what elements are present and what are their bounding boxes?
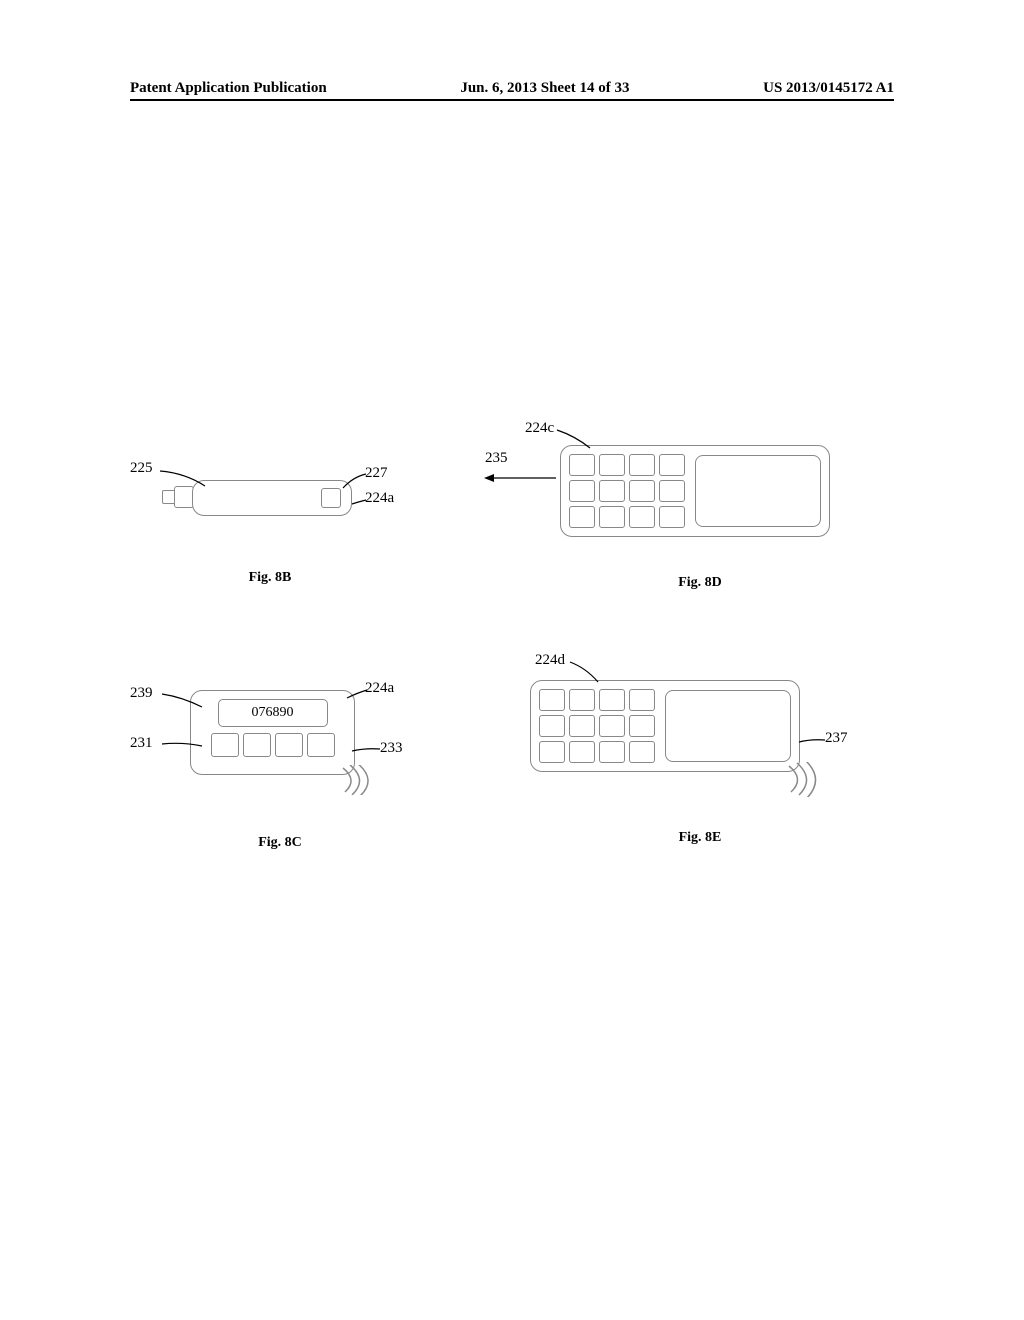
display-value-8c: 076890 xyxy=(252,705,294,721)
key xyxy=(569,689,595,711)
keypad-8d xyxy=(569,454,685,528)
key xyxy=(599,689,625,711)
device-body-8d xyxy=(560,445,830,537)
caption-8d: Fig. 8D xyxy=(550,575,850,591)
key xyxy=(569,480,595,502)
key xyxy=(629,715,655,737)
leader-231 xyxy=(160,740,205,755)
screen-8e xyxy=(665,690,791,762)
key xyxy=(599,480,625,502)
ref-237: 237 xyxy=(825,730,848,747)
leader-225 xyxy=(160,468,210,493)
key xyxy=(539,689,565,711)
caption-8b: Fig. 8B xyxy=(140,570,400,586)
device-body-8b xyxy=(192,480,352,516)
key xyxy=(629,454,655,476)
display-8c: 076890 xyxy=(218,699,328,727)
key xyxy=(539,741,565,763)
leader-224a-8c xyxy=(345,688,370,703)
ref-224d: 224d xyxy=(535,652,565,669)
ref-239: 239 xyxy=(130,685,153,702)
key xyxy=(629,506,655,528)
leader-227 xyxy=(338,472,368,492)
ref-227: 227 xyxy=(365,465,388,482)
device-body-8e xyxy=(530,680,800,772)
key xyxy=(569,741,595,763)
key xyxy=(569,454,595,476)
key xyxy=(599,741,625,763)
leader-224c xyxy=(555,428,595,453)
key xyxy=(569,506,595,528)
leader-224a-8b xyxy=(350,496,370,508)
ref-225: 225 xyxy=(130,460,153,477)
screen-8d xyxy=(695,455,821,527)
key xyxy=(659,454,685,476)
key xyxy=(307,733,335,757)
keypad-8c xyxy=(211,733,335,757)
figure-8b: 225 227 224a Fig. 8B xyxy=(140,450,400,586)
leader-233 xyxy=(350,745,382,757)
key xyxy=(539,715,565,737)
leader-239 xyxy=(160,692,205,712)
figure-8d: 224c 235 Fig. 8D xyxy=(490,430,850,591)
key xyxy=(629,480,655,502)
key xyxy=(569,715,595,737)
key xyxy=(243,733,271,757)
leader-237 xyxy=(797,736,827,748)
key xyxy=(629,741,655,763)
key xyxy=(599,715,625,737)
key xyxy=(599,454,625,476)
ref-231: 231 xyxy=(130,735,153,752)
leader-224d xyxy=(568,660,603,685)
key xyxy=(659,480,685,502)
key xyxy=(629,689,655,711)
figure-area: 225 227 224a Fig. 8B 224c xyxy=(0,0,1024,1320)
caption-8e: Fig. 8E xyxy=(530,830,870,846)
figure-8e: 224d 237 Fig. 8E xyxy=(490,660,870,846)
key xyxy=(211,733,239,757)
ref-224c: 224c xyxy=(525,420,554,437)
device-body-8c: 076890 xyxy=(190,690,355,775)
key xyxy=(599,506,625,528)
key xyxy=(659,506,685,528)
keypad-8e xyxy=(539,689,655,763)
figure-8c: 076890 239 224a 231 233 xyxy=(140,680,420,851)
ref-233: 233 xyxy=(380,740,403,757)
key xyxy=(275,733,303,757)
wireless-icon-8e xyxy=(785,762,825,797)
arrow-235 xyxy=(482,468,557,488)
ref-235: 235 xyxy=(485,450,508,467)
wireless-icon-8c xyxy=(340,765,375,795)
caption-8c: Fig. 8C xyxy=(140,835,420,851)
